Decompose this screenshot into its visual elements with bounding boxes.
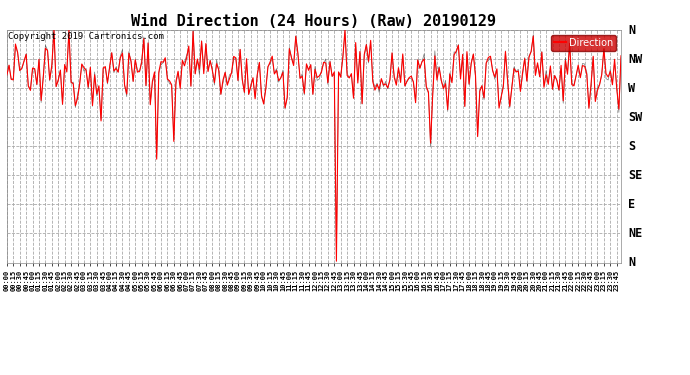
Legend: Direction: Direction — [551, 35, 616, 51]
Title: Wind Direction (24 Hours) (Raw) 20190129: Wind Direction (24 Hours) (Raw) 20190129 — [132, 14, 496, 29]
Text: W: W — [628, 82, 635, 94]
Text: SE: SE — [628, 169, 642, 182]
Text: NW: NW — [628, 53, 642, 66]
Text: Copyright 2019 Cartronics.com: Copyright 2019 Cartronics.com — [8, 32, 164, 41]
Text: NE: NE — [628, 227, 642, 240]
Text: N: N — [628, 256, 635, 269]
Text: N: N — [628, 24, 635, 36]
Text: SW: SW — [628, 111, 642, 124]
Text: S: S — [628, 140, 635, 153]
Text: E: E — [628, 198, 635, 211]
